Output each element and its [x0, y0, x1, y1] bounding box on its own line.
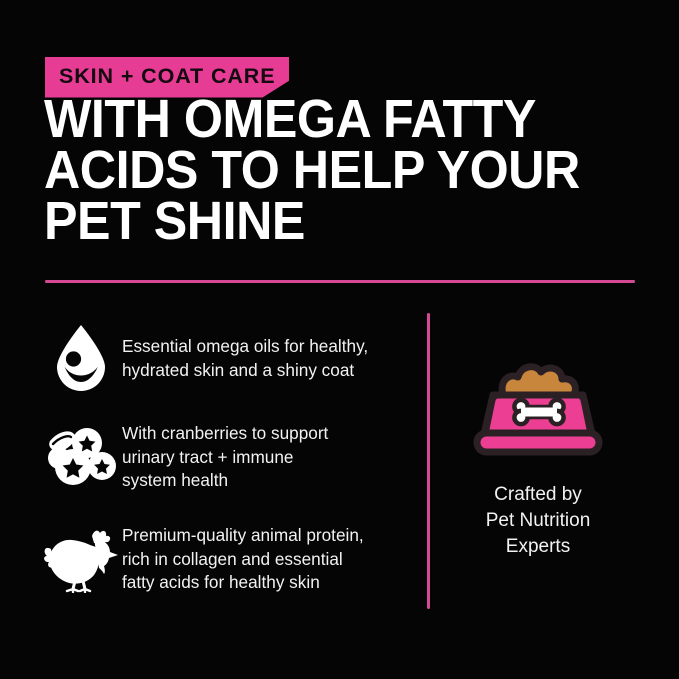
headline-line-3: PET SHINE [44, 191, 305, 251]
horizontal-divider [45, 280, 635, 283]
chicken-icon [40, 512, 122, 608]
benefit-3-line-1: Premium-quality animal protein, [122, 525, 364, 545]
skin-coat-care-badge: SKIN + COAT CARE [45, 57, 290, 98]
benefit-3-line-2: rich in collagen and essential [122, 548, 343, 569]
benefit-3-line-3: fatty acids for healthy skin [122, 572, 320, 592]
pet-food-bowl-icon [463, 355, 613, 460]
vertical-divider [427, 313, 430, 609]
benefit-text: Premium-quality animal protein, rich in … [122, 512, 364, 595]
benefit-text: With cranberries to support urinary trac… [122, 410, 328, 493]
list-item: Essential omega oils for healthy, hydrat… [40, 318, 415, 398]
caption-line-1: Crafted by [494, 484, 582, 505]
badge-container: SKIN + COAT CARE [45, 57, 290, 98]
caption-line-2: Pet Nutrition [485, 510, 591, 531]
water-droplet-smile-icon [40, 318, 122, 398]
headline-line-1: WITH OMEGA FATTY [44, 89, 536, 149]
crafted-by-panel: Crafted by Pet Nutrition Experts [443, 355, 633, 560]
benefit-2-line-3: system health [122, 470, 229, 490]
cranberries-icon [40, 410, 122, 502]
benefit-2-line-1: With cranberries to support [122, 423, 329, 443]
benefit-text: Essential omega oils for healthy, hydrat… [122, 318, 368, 382]
benefit-1-line-1: Essential omega oils for healthy, [122, 336, 369, 356]
crafted-by-caption: Crafted by Pet Nutrition Experts [486, 482, 591, 560]
list-item: With cranberries to support urinary trac… [40, 410, 415, 502]
list-item: Premium-quality animal protein, rich in … [40, 512, 415, 608]
headline-line-2: ACIDS TO HELP YOUR [44, 140, 580, 200]
page-title: WITH OMEGA FATTY ACIDS TO HELP YOUR PET … [44, 89, 611, 251]
benefit-2-line-2: urinary tract + immune [122, 446, 294, 467]
benefit-1-line-2: hydrated skin and a shiny coat [122, 359, 355, 380]
caption-line-3: Experts [505, 536, 571, 557]
benefits-list: Essential omega oils for healthy, hydrat… [40, 316, 415, 608]
